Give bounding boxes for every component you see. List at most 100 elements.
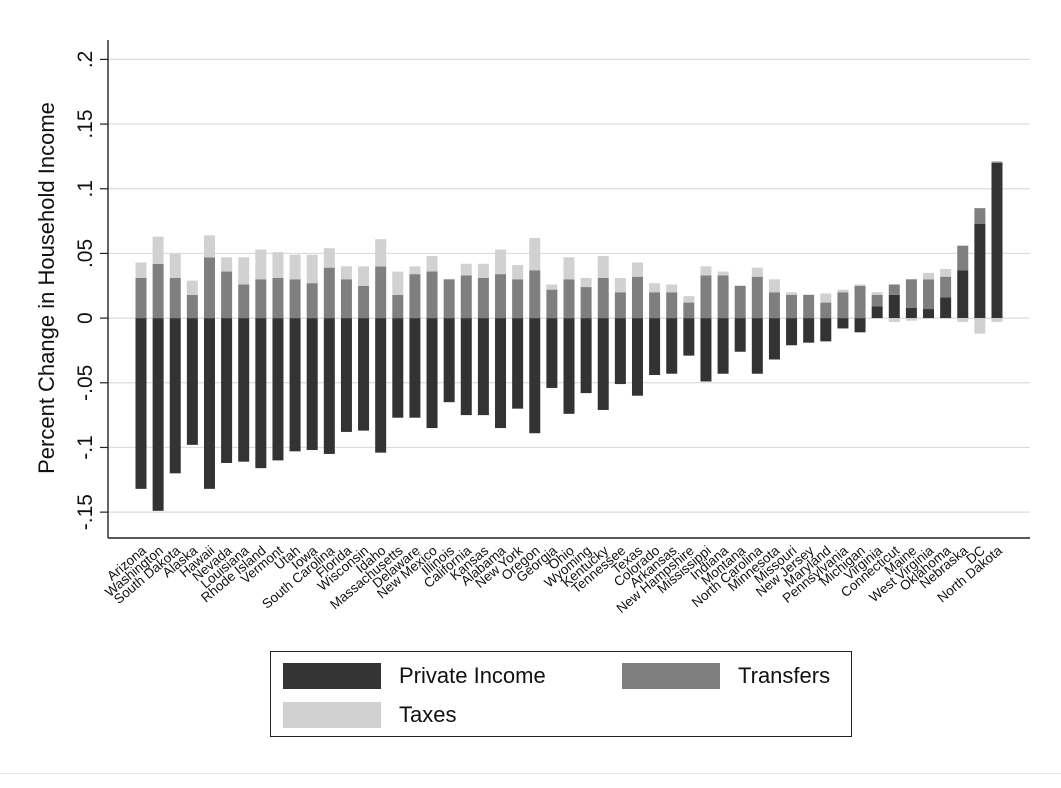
bar-transfers — [409, 274, 421, 319]
bar-transfers — [289, 279, 301, 319]
bar-private-income — [597, 318, 609, 410]
bar-private-income — [974, 223, 986, 319]
y-axis-label: Percent Change in Household Income — [34, 102, 59, 474]
bar-taxes — [152, 236, 164, 264]
legend: Private Income Transfers Taxes — [270, 651, 852, 737]
bar-taxes — [580, 278, 592, 288]
bar-private-income — [358, 318, 370, 431]
bar-private-income — [666, 318, 678, 374]
bar-private-income — [152, 318, 164, 511]
bar-transfers — [837, 292, 849, 319]
bar-transfers — [597, 278, 609, 319]
bar-private-income — [923, 309, 935, 319]
bar-taxes — [289, 254, 301, 280]
bar-transfers — [477, 278, 489, 319]
bar-taxes — [649, 283, 661, 293]
bar-taxes — [477, 263, 489, 279]
bar-taxes — [186, 280, 198, 295]
bars — [135, 161, 1003, 511]
bar-taxes — [854, 284, 866, 286]
bar-transfers — [546, 289, 558, 319]
bar-transfers — [340, 279, 352, 319]
bar-private-income — [495, 318, 507, 429]
bar-taxes — [837, 289, 849, 293]
bar-transfers — [238, 284, 250, 319]
bar-taxes — [460, 263, 472, 276]
bar-transfers — [666, 292, 678, 319]
bar-taxes — [786, 292, 798, 295]
bar-taxes — [392, 271, 404, 295]
bar-transfers — [940, 276, 952, 298]
bar-private-income — [512, 318, 524, 409]
bar-private-income — [375, 318, 387, 453]
bar-private-income — [221, 318, 233, 463]
bar-taxes — [957, 318, 969, 322]
bar-transfers — [426, 271, 438, 319]
bar-private-income — [957, 270, 969, 319]
bar-taxes — [409, 266, 421, 275]
bar-transfers — [974, 208, 986, 224]
bar-transfers — [306, 283, 318, 319]
bar-transfers — [375, 266, 387, 319]
bar-transfers — [734, 285, 746, 319]
bar-taxes — [529, 237, 541, 271]
bar-transfers — [580, 287, 592, 319]
bar-taxes — [631, 262, 643, 277]
bar-transfers — [495, 274, 507, 319]
bar-transfers — [768, 292, 780, 319]
bar-private-income — [683, 318, 695, 356]
bar-private-income — [409, 318, 421, 418]
y-tick-labels: -.15 -.1 -.05 0 .05 .1 .15 .2 — [74, 51, 97, 531]
bar-taxes — [683, 296, 695, 303]
y-tick-label: .1 — [74, 180, 97, 198]
bar-taxes — [717, 271, 729, 276]
bar-private-income — [751, 318, 763, 374]
bar-private-income — [888, 294, 900, 319]
bar-taxes — [597, 256, 609, 279]
bar-transfers — [358, 285, 370, 319]
bar-private-income — [991, 162, 1003, 319]
bar-private-income — [649, 318, 661, 376]
bar-taxes — [375, 239, 387, 267]
bar-transfers — [923, 279, 935, 310]
bar-private-income — [186, 318, 198, 445]
bar-transfers — [854, 285, 866, 319]
legend-swatch-transfers — [622, 663, 720, 689]
legend-item-taxes: Taxes — [283, 702, 456, 728]
y-tick-label: -.15 — [74, 494, 97, 530]
bar-transfers — [888, 284, 900, 295]
y-tick-label: .2 — [74, 51, 97, 69]
bar-transfers — [255, 279, 267, 319]
bar-private-income — [529, 318, 541, 434]
bar-transfers — [169, 278, 181, 319]
bar-taxes — [991, 318, 1003, 322]
bar-taxes — [135, 262, 147, 279]
legend-item-transfers: Transfers — [622, 663, 830, 689]
bar-transfers — [717, 275, 729, 319]
bar-private-income — [323, 318, 335, 454]
bar-private-income — [460, 318, 472, 416]
y-tick-label: 0 — [74, 312, 97, 324]
bar-private-income — [443, 318, 455, 403]
bar-transfers — [751, 276, 763, 319]
bar-private-income — [546, 318, 558, 388]
bar-transfers — [221, 271, 233, 319]
bar-private-income — [563, 318, 575, 414]
bar-private-income — [135, 318, 147, 489]
bar-taxes — [169, 253, 181, 279]
bar-taxes — [358, 266, 370, 286]
bar-transfers — [203, 257, 215, 319]
bar-taxes — [751, 267, 763, 277]
bar-transfers — [186, 294, 198, 319]
bar-private-income — [837, 318, 849, 329]
bar-private-income — [614, 318, 626, 385]
bar-private-income — [392, 318, 404, 418]
bar-taxes — [614, 278, 626, 293]
legend-label: Private Income — [399, 663, 546, 688]
bar-taxes — [563, 257, 575, 280]
bar-private-income — [820, 318, 832, 342]
bar-taxes — [974, 318, 986, 334]
bar-transfers — [649, 292, 661, 319]
